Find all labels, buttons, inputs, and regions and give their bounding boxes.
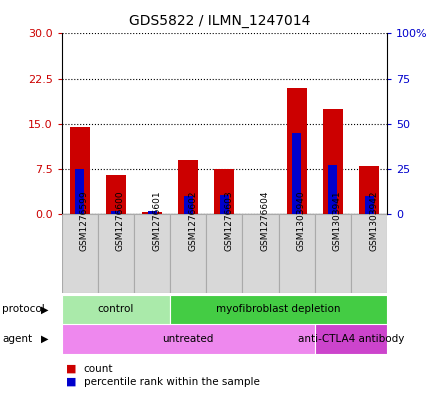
Bar (214, 169, 235, 214)
Text: count: count (84, 364, 113, 374)
FancyBboxPatch shape (62, 295, 170, 324)
Text: GSM1303942: GSM1303942 (369, 190, 378, 251)
FancyBboxPatch shape (242, 214, 279, 293)
FancyBboxPatch shape (98, 214, 134, 293)
Text: anti-CTLA4 antibody: anti-CTLA4 antibody (298, 334, 404, 344)
Bar (111, 211, 121, 214)
FancyBboxPatch shape (170, 295, 387, 324)
Bar (328, 165, 337, 214)
FancyBboxPatch shape (351, 214, 387, 293)
Text: GSM1276604: GSM1276604 (260, 190, 270, 251)
Text: GSM1276601: GSM1276601 (152, 190, 161, 251)
Text: ■: ■ (66, 377, 77, 387)
Bar (142, 212, 162, 214)
Text: GSM1276603: GSM1276603 (224, 190, 233, 251)
Text: GDS5822 / ILMN_1247014: GDS5822 / ILMN_1247014 (129, 14, 311, 28)
Text: protocol: protocol (2, 305, 45, 314)
Text: GSM1276599: GSM1276599 (80, 190, 89, 251)
Bar (365, 196, 374, 214)
FancyBboxPatch shape (62, 214, 98, 293)
Text: agent: agent (2, 334, 32, 344)
Text: ■: ■ (66, 364, 77, 374)
FancyBboxPatch shape (134, 214, 170, 293)
Text: myofibroblast depletion: myofibroblast depletion (216, 305, 341, 314)
Bar (323, 109, 343, 214)
Bar (220, 195, 229, 214)
FancyBboxPatch shape (315, 214, 351, 293)
Bar (251, 213, 271, 214)
Bar (292, 133, 301, 214)
Bar (287, 88, 307, 214)
Text: percentile rank within the sample: percentile rank within the sample (84, 377, 260, 387)
Text: untreated: untreated (162, 334, 214, 344)
Text: control: control (98, 305, 134, 314)
Bar (70, 127, 90, 214)
FancyBboxPatch shape (62, 324, 315, 354)
Text: GSM1276602: GSM1276602 (188, 190, 197, 251)
FancyBboxPatch shape (206, 214, 242, 293)
Bar (75, 169, 84, 214)
FancyBboxPatch shape (315, 324, 387, 354)
FancyBboxPatch shape (279, 214, 315, 293)
Bar (147, 211, 157, 214)
Text: GSM1303940: GSM1303940 (297, 190, 306, 251)
Bar (178, 160, 198, 214)
FancyBboxPatch shape (170, 214, 206, 293)
Bar (184, 196, 193, 214)
Bar (359, 166, 379, 214)
Text: GSM1303941: GSM1303941 (333, 190, 342, 251)
Bar (106, 175, 126, 214)
Text: GSM1276600: GSM1276600 (116, 190, 125, 251)
Text: ▶: ▶ (40, 305, 48, 314)
Text: ▶: ▶ (40, 334, 48, 344)
